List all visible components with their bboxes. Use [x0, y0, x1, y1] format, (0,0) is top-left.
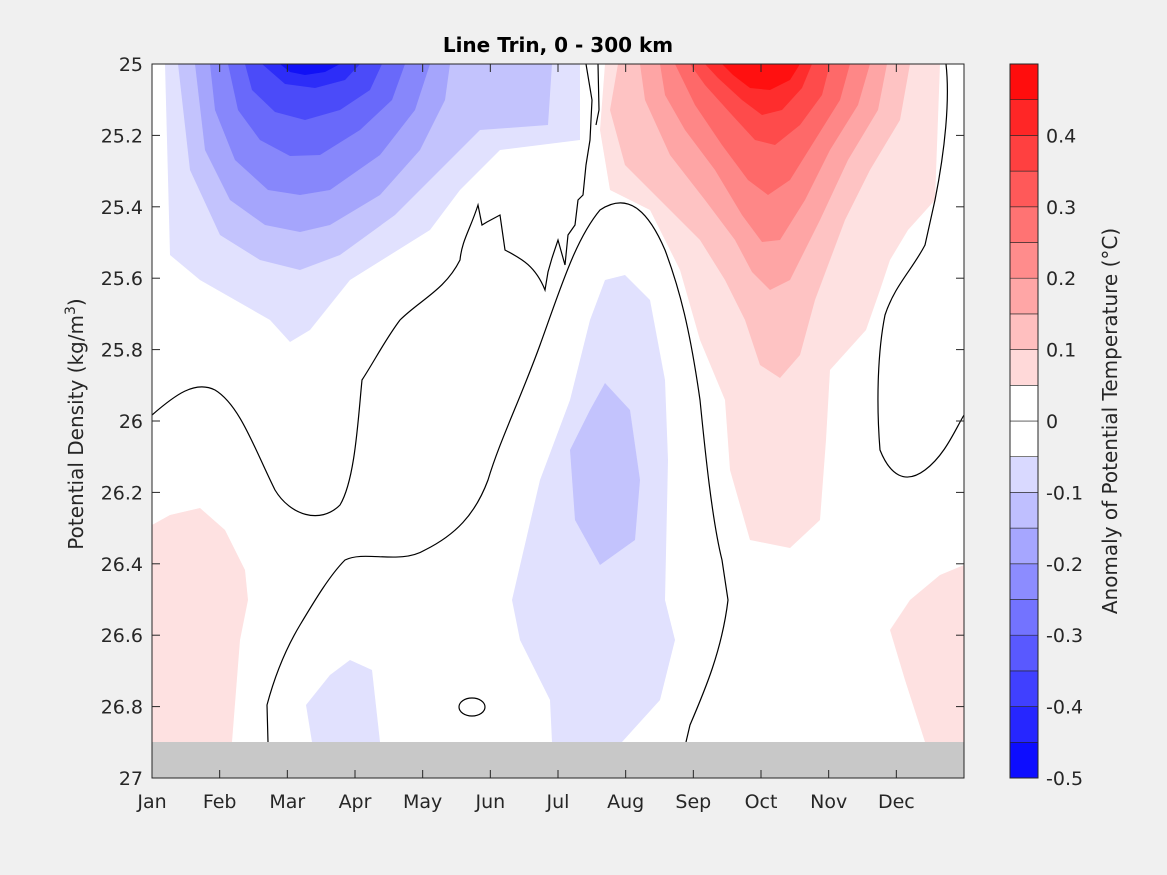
colorbar-bin	[1009, 135, 1039, 172]
pos-bottom-left	[152, 508, 248, 742]
neg-band-7	[262, 64, 360, 88]
colorbar-tick-label: 0.4	[1046, 125, 1076, 147]
x-tick-label: Feb	[203, 791, 237, 813]
x-tick-label: Mar	[269, 791, 305, 813]
y-axis-label: Potential Density (kg/m3)	[63, 298, 88, 549]
colorbar-bin	[1009, 741, 1039, 779]
x-tick-label: May	[403, 791, 442, 813]
colorbar-bin	[1009, 206, 1039, 243]
y-tick-label: 25	[119, 54, 143, 76]
zero-contour-4	[877, 64, 964, 478]
pos-band-8	[722, 64, 800, 90]
x-axis: Jan Feb Mar Apr May Jun Jul Aug Sep Oct Nov Dec	[136, 64, 915, 813]
y-axis: 25 25.2 25.4 25.6 25.8 26 26.2 26.4 26.6 26.8 27	[101, 54, 964, 790]
zero-contour-1	[152, 64, 593, 517]
colorbar-label: Anomaly of Potential Temperature (°C)	[1098, 228, 1122, 614]
colorbar-bin	[1009, 706, 1039, 743]
x-tick-label: Nov	[810, 791, 847, 813]
pos-bottom-right	[890, 565, 964, 742]
colorbar-bin	[1009, 242, 1039, 279]
x-tick-label: Dec	[878, 791, 915, 813]
colorbar-tick-label: -0.4	[1046, 697, 1083, 719]
colorbar-bin	[1009, 349, 1039, 386]
colorbar-frame	[1009, 63, 1039, 779]
y-tick-label: 26.6	[101, 625, 143, 647]
x-tick-label: Sep	[675, 791, 711, 813]
colorbar-bin	[1009, 599, 1039, 636]
colorbar-tick-label: 0.2	[1046, 268, 1076, 290]
zero-contour-2	[595, 64, 600, 126]
y-tick-label: 27	[119, 768, 143, 790]
y-tick-label: 25.4	[101, 197, 143, 219]
colorbar-bin	[1009, 99, 1039, 136]
x-tick-label: Apr	[339, 791, 372, 813]
colorbar-tick-label: -0.5	[1046, 768, 1083, 790]
colorbar-bin	[1009, 63, 1039, 101]
colorbar-bin	[1009, 527, 1039, 565]
colorbar-bin	[1009, 456, 1039, 493]
colorbar-ticks: 0.4 0.3 0.2 0.1 0 -0.1 -0.2 -0.3 -0.4 -0.5	[1046, 125, 1083, 790]
colorbar-bin	[1009, 313, 1039, 350]
colorbar-bin	[1009, 420, 1039, 458]
x-tick-label: Jun	[474, 791, 505, 813]
x-tick-label: Oct	[745, 791, 778, 813]
chart-title: Line Trin, 0 - 300 km	[443, 33, 673, 57]
colorbar-tick-label: -0.2	[1046, 554, 1083, 576]
x-tick-label: Jul	[546, 791, 570, 813]
colorbar-tick-label: -0.3	[1046, 625, 1083, 647]
colorbar-bin	[1009, 170, 1039, 208]
zero-contours	[152, 64, 964, 743]
y-tick-label: 25.8	[101, 340, 143, 362]
plot-area	[151, 63, 965, 779]
y-tick-label: 26	[119, 411, 143, 433]
zero-contour-3	[266, 202, 729, 743]
y-tick-label: 26.8	[101, 697, 143, 719]
neg-bottom	[306, 660, 380, 742]
x-tick-label: Jan	[136, 791, 166, 813]
colorbar-bin	[1009, 670, 1039, 707]
zero-contour-loop	[458, 697, 486, 717]
neg-mid-2	[570, 383, 640, 565]
colorbar	[1009, 63, 1039, 779]
colorbar-bin	[1009, 563, 1039, 600]
x-tick-label: Aug	[607, 791, 644, 813]
colorbar-tick-label: 0	[1046, 411, 1058, 433]
colorbar-tick-label: -0.1	[1046, 482, 1083, 504]
y-tick-label: 26.4	[101, 554, 143, 576]
colorbar-bin	[1009, 634, 1039, 672]
y-tick-label: 25.6	[101, 268, 143, 290]
y-tick-label: 25.2	[101, 125, 143, 147]
colorbar-bin	[1009, 492, 1039, 529]
colorbar-bin	[1009, 277, 1039, 315]
y-tick-label: 26.2	[101, 482, 143, 504]
neg-band-8	[280, 64, 340, 75]
colorbar-tick-label: 0.1	[1046, 340, 1076, 362]
colorbar-tick-label: 0.3	[1046, 197, 1076, 219]
colorbar-bin	[1009, 384, 1039, 422]
